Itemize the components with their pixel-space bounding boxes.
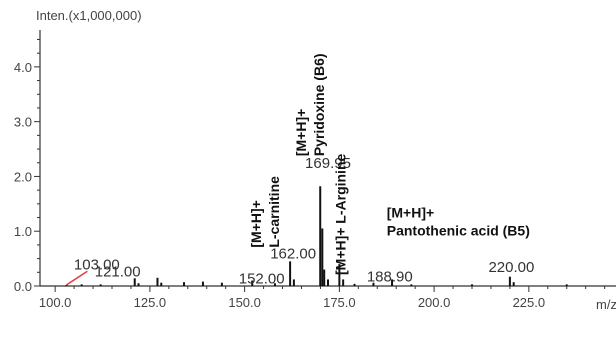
peak-value-label: 169.95 xyxy=(305,155,351,172)
peak-value-label: 220.00 xyxy=(488,259,534,276)
peak-value-label: 162.00 xyxy=(270,246,316,263)
compound-annotation-line: [M+H]+ xyxy=(293,109,309,156)
compound-annotation-line: [M+H]+ xyxy=(387,205,434,221)
y-tick-label: 4.0 xyxy=(14,60,32,75)
compound-annotation-line: Pyridoxine (B6) xyxy=(311,53,327,156)
compound-annotation: [M+H]+ L-carnitine xyxy=(248,176,282,248)
x-tick-label: 150.0 xyxy=(228,295,261,310)
compound-annotation-line: Pantothenic acid (B5) xyxy=(387,223,530,239)
peak-value-label: 103.00 xyxy=(74,257,120,274)
compound-annotation-line: [M+H]+ L-Arginine xyxy=(332,153,348,275)
compound-annotations: [M+H]+ L-carnitine[M+H]+ Pyridoxine (B6)[M… xyxy=(248,53,530,275)
x-tick-label: 125.0 xyxy=(134,295,167,310)
compound-annotation-line: L-carnitine xyxy=(266,176,282,248)
x-tick-label: 225.0 xyxy=(513,295,546,310)
peak-lines xyxy=(65,186,568,286)
peak-value-label: 152.00 xyxy=(239,270,285,287)
pointer-line-segment xyxy=(66,270,88,286)
compound-annotation: [M+H]+ Pyridoxine (B6) xyxy=(293,53,327,156)
y-tick-label: 1.0 xyxy=(14,224,32,239)
y-tick-label: 2.0 xyxy=(14,169,32,184)
y-tick-label: 0.0 xyxy=(14,279,32,294)
x-tick-label: 200.0 xyxy=(418,295,451,310)
y-tick-label: 3.0 xyxy=(14,115,32,130)
peak-value-label: 121.00 xyxy=(95,264,141,281)
x-axis-label: m/z xyxy=(596,297,616,312)
compound-annotation: [M+H]+ L-Arginine xyxy=(332,153,348,275)
y-axis-label: Inten.(x1,000,000) xyxy=(36,8,142,23)
pointer-line xyxy=(66,270,88,286)
compound-annotation-line: [M+H]+ xyxy=(248,200,264,247)
peak-value-label: 188.90 xyxy=(367,269,413,286)
x-tick-label: 175.0 xyxy=(323,295,356,310)
x-tick-label: 100.0 xyxy=(39,295,72,310)
compound-annotation: [M+H]+ Pantothenic acid (B5) xyxy=(387,205,530,239)
axis-ticks: 100.0 125.0 150.0 175.0 200.0 225.0 0.0 1.0 2.0 3… xyxy=(14,38,606,310)
